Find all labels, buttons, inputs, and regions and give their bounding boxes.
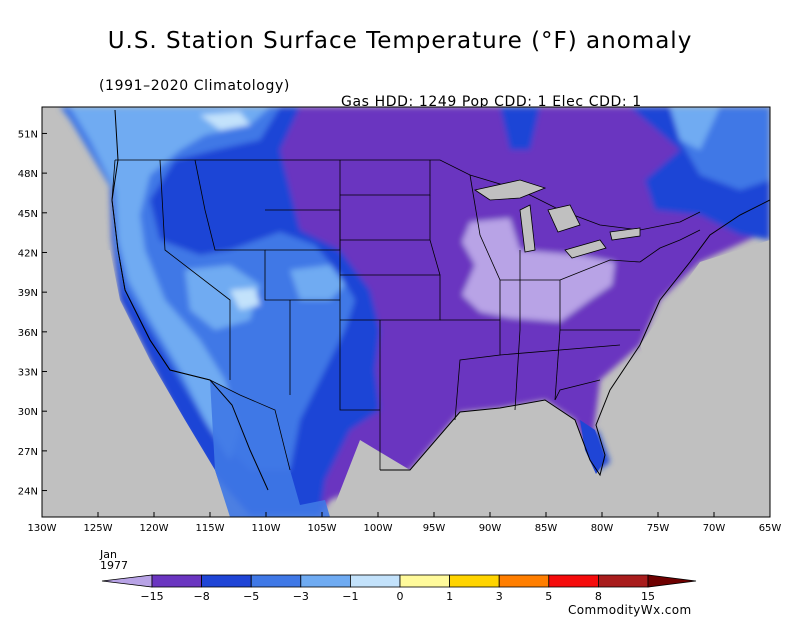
lat-tick-label: 48N	[18, 169, 38, 180]
lon-tick-label: 100W	[364, 523, 393, 534]
lon-tick-label: 125W	[84, 523, 113, 534]
legend-swatch	[399, 574, 450, 588]
legend-tick-label: 0	[397, 590, 404, 603]
legend-tick-label: −8	[193, 590, 209, 603]
lon-tick-label: 90W	[479, 523, 502, 534]
legend-tick-label: 1	[446, 590, 453, 603]
lat-tick-label: 51N	[18, 129, 38, 140]
lon-tick-label: 65W	[759, 523, 782, 534]
legend-tick-label: −5	[243, 590, 259, 603]
longitude-labels: 130W 125W 120W 115W 110W 105W 100W 95W 90W 85W 80W…	[28, 523, 782, 534]
legend-tick-label: −1	[342, 590, 358, 603]
period-year: 1977	[100, 559, 128, 572]
legend-tick-label: −3	[293, 590, 309, 603]
legend-swatch	[101, 574, 153, 588]
legend-swatch	[300, 574, 351, 588]
legend-swatch	[498, 574, 550, 588]
lat-tick-label: 42N	[18, 248, 38, 259]
lat-tick-label: 45N	[18, 209, 38, 220]
lat-tick-label: 36N	[18, 328, 38, 339]
climatology-label: (1991–2020 Climatology)	[99, 78, 290, 94]
legend-swatch	[598, 574, 649, 588]
subtitle: (1991–2020 Climatology) Gas HDD: 1249 Po…	[0, 62, 800, 110]
legend-tick-label: −15	[140, 590, 163, 603]
period-month: Jan	[100, 548, 117, 561]
legend-tick-label: 5	[545, 590, 552, 603]
legend-swatch	[548, 574, 599, 588]
lat-tick-label: 33N	[18, 368, 38, 379]
lat-tick-label: 27N	[18, 447, 38, 458]
legend-swatch	[201, 574, 252, 588]
brand-label: CommodityWx.com	[568, 603, 692, 617]
legend-swatch	[449, 574, 500, 588]
legend-swatch	[151, 574, 202, 588]
legend-tick-label: 3	[496, 590, 503, 603]
lat-tick-label: 24N	[18, 487, 38, 498]
coastlines	[111, 109, 770, 491]
lon-tick-label: 130W	[28, 523, 57, 534]
legend-tick-label: 15	[641, 590, 655, 603]
legend-swatch	[647, 574, 697, 588]
lon-tick-label: 80W	[591, 523, 614, 534]
lon-tick-label: 95W	[423, 523, 446, 534]
great-lakes	[473, 179, 641, 259]
graticule-ticks	[42, 132, 770, 517]
legend-tick-label: 8	[595, 590, 602, 603]
legend-swatch	[349, 574, 401, 588]
lon-tick-label: 105W	[308, 523, 337, 534]
lon-tick-label: 85W	[535, 523, 558, 534]
page-title: U.S. Station Surface Temperature (°F) an…	[107, 28, 693, 54]
latitude-labels: 51N 48N 45N 42N 39N 36N 33N 30N 27N 24N	[18, 129, 38, 497]
degree-days-label: Gas HDD: 1249 Pop CDD: 1 Elec CDD: 1	[341, 94, 642, 110]
lon-tick-label: 70W	[703, 523, 726, 534]
map-frame	[41, 106, 771, 518]
lat-tick-label: 30N	[18, 407, 38, 418]
period-label: Jan 1977	[100, 549, 128, 571]
lon-tick-label: 75W	[647, 523, 670, 534]
lon-tick-label: 110W	[252, 523, 281, 534]
lon-tick-label: 120W	[140, 523, 169, 534]
lon-tick-label: 115W	[196, 523, 225, 534]
legend-swatch	[250, 574, 302, 588]
lat-tick-label: 39N	[18, 288, 38, 299]
